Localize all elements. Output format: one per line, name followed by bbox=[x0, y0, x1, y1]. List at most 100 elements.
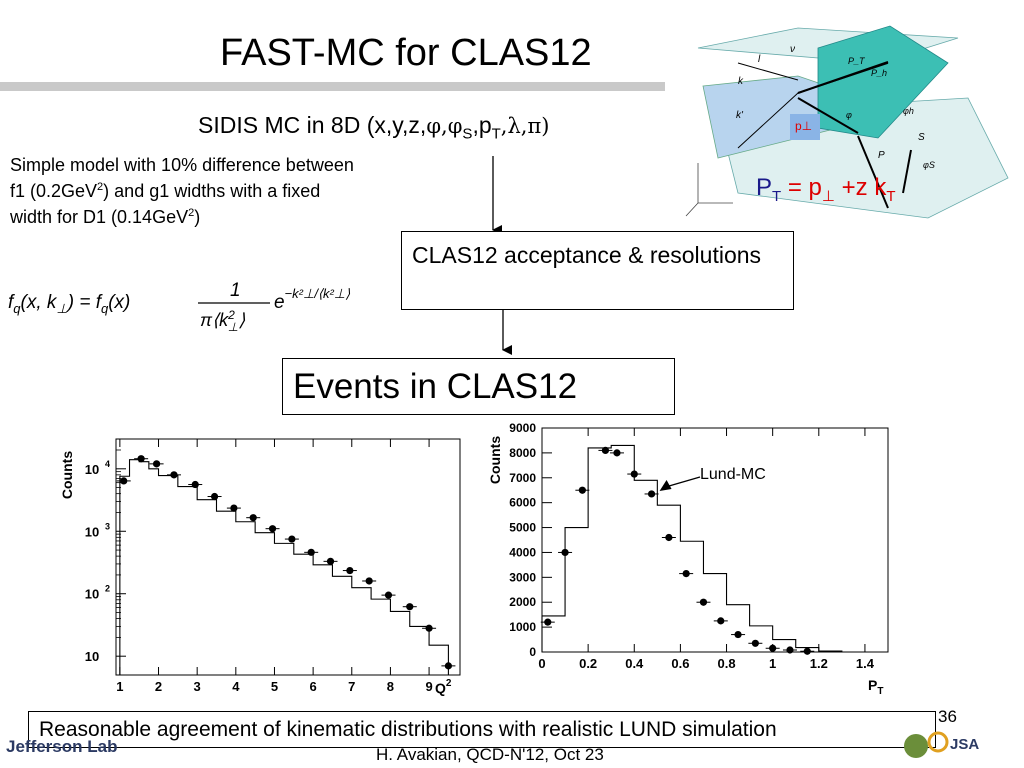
lepton-line bbox=[737, 62, 799, 81]
data-point bbox=[346, 566, 354, 575]
y-tick-label: 10 bbox=[85, 462, 99, 477]
pt-xlabel-text: P bbox=[868, 677, 877, 693]
proton-arrow bbox=[797, 97, 859, 134]
data-point bbox=[803, 647, 811, 655]
y-tick-label: 5000 bbox=[509, 521, 536, 535]
pt-t: T bbox=[772, 187, 782, 205]
pt-equation: PT = p⊥ +z kT bbox=[756, 174, 896, 205]
plot-frame bbox=[541, 427, 889, 653]
subtitle-sub-t: T bbox=[491, 125, 501, 143]
data-point bbox=[210, 492, 219, 501]
data-point bbox=[544, 618, 552, 626]
data-point bbox=[444, 662, 453, 670]
diagram-label-phih: φh bbox=[903, 106, 914, 116]
model-sup-2: 2 bbox=[188, 207, 195, 219]
y-tick-exp: 4 bbox=[105, 459, 110, 469]
data-point bbox=[307, 548, 315, 556]
x-tick-label: 1.4 bbox=[856, 656, 875, 671]
p-arrow bbox=[857, 135, 889, 209]
data-point bbox=[665, 533, 673, 542]
svg-text:1: 1 bbox=[230, 280, 241, 301]
data-point bbox=[717, 617, 725, 625]
svg-text:π⟨k2⊥⟩: π⟨k2 ⊥⟩ bbox=[200, 308, 245, 334]
model-text-3: ) bbox=[194, 207, 201, 227]
pt-p: P bbox=[756, 174, 773, 201]
data-point bbox=[751, 639, 759, 647]
events-box: Events in CLAS12 bbox=[282, 358, 675, 415]
pt-xlabel: PT bbox=[868, 677, 883, 695]
y-tick-label: 3000 bbox=[509, 570, 536, 584]
y-tick-label: 2000 bbox=[509, 595, 536, 609]
diagram-label-ph: P_h bbox=[871, 68, 887, 78]
diagram-label-p: P bbox=[878, 150, 885, 161]
data-point bbox=[191, 480, 199, 489]
y-tick-label: 4000 bbox=[509, 545, 536, 559]
data-point bbox=[561, 548, 569, 557]
data-point bbox=[249, 514, 257, 522]
jsa-logo-text: JSA bbox=[950, 736, 979, 753]
diagram-label-l: l bbox=[758, 54, 761, 65]
data-point bbox=[384, 591, 393, 599]
pt-xlabel-sub: T bbox=[877, 686, 883, 695]
diagram-label-pt: P_T bbox=[848, 56, 866, 66]
histogram-line bbox=[119, 459, 460, 676]
lund-mc-annotation: Lund-MC bbox=[700, 466, 766, 483]
jsa-logo-ring bbox=[927, 731, 949, 753]
diagram-label-kprime: k' bbox=[736, 110, 744, 121]
q2-ylabel: Counts bbox=[59, 451, 75, 499]
data-point bbox=[326, 557, 335, 565]
subtitle-suffix: ,λ,π) bbox=[500, 114, 550, 138]
y-tick-label: 9000 bbox=[509, 421, 536, 435]
formula-graphic: fq(x, k⊥) = fq(x) 1 π⟨k2 ⊥⟩ e−k²⊥/⟨k²⊥⟩ bbox=[8, 280, 350, 334]
subtitle-p: ,p bbox=[472, 112, 492, 138]
y-tick-label: 8000 bbox=[509, 446, 536, 460]
pt-perp: ⊥ bbox=[821, 187, 835, 205]
x-tick-label: 7 bbox=[348, 679, 355, 694]
q2-xlabel-sup: 2 bbox=[446, 678, 452, 689]
data-point bbox=[647, 490, 656, 498]
subtitle-prefix: SIDIS MC in 8D (x,y,z, bbox=[198, 112, 427, 138]
x-tick-label: 9 bbox=[425, 679, 432, 694]
conclusion-box: Reasonable agreement of kinematic distri… bbox=[28, 711, 936, 748]
gaussian-formula: fq(x, k⊥) = fq(x) 1 π⟨k2 ⊥⟩ e−k²⊥/⟨k²⊥⟩ bbox=[8, 276, 378, 341]
pt-plus: +z k bbox=[834, 174, 887, 201]
x-tick-label: 0.2 bbox=[579, 656, 597, 671]
diagram-label-phis: φS bbox=[923, 160, 935, 170]
x-tick-label: 0.6 bbox=[671, 656, 689, 671]
diagram-label-nu: ν bbox=[790, 44, 795, 55]
ph-arrow bbox=[797, 61, 889, 94]
data-point bbox=[734, 630, 742, 639]
annotation-arrow-line bbox=[665, 476, 701, 488]
data-point bbox=[120, 477, 128, 485]
page-number: 36 bbox=[938, 707, 957, 726]
y-tick-label: 10 bbox=[85, 649, 99, 664]
svg-text:fq(x, k⊥) = fq(x): fq(x, k⊥) = fq(x) bbox=[8, 292, 130, 316]
data-point bbox=[601, 446, 610, 454]
s-arrow bbox=[902, 149, 912, 194]
x-tick-label: 2 bbox=[155, 679, 162, 694]
x-tick-label: 0.4 bbox=[625, 656, 644, 671]
model-description: Simple model with 10% difference between… bbox=[10, 154, 360, 228]
x-tick-label: 4 bbox=[232, 679, 240, 694]
acceptance-box: CLAS12 acceptance & resolutions bbox=[401, 231, 794, 310]
data-point bbox=[699, 598, 708, 606]
pt-t2: T bbox=[886, 187, 896, 205]
perp-box bbox=[790, 114, 820, 140]
data-point bbox=[578, 486, 586, 494]
model-text-1: Simple model with 10% difference between… bbox=[10, 155, 354, 201]
annotation-arrow-head bbox=[659, 479, 672, 491]
y-tick-label: 0 bbox=[529, 645, 536, 659]
pt-eq-text: = p bbox=[781, 174, 822, 201]
y-tick-label: 1000 bbox=[509, 620, 536, 634]
x-tick-label: 6 bbox=[310, 679, 317, 694]
data-point bbox=[288, 535, 296, 543]
slide-title: FAST-MC for CLAS12 bbox=[220, 32, 592, 74]
x-tick-label: 1 bbox=[769, 656, 776, 671]
subtitle-sub-s: S bbox=[462, 125, 473, 143]
data-point bbox=[630, 470, 638, 478]
x-tick-label: 0 bbox=[538, 656, 545, 671]
diagram-label-pperp: p⊥ bbox=[795, 119, 812, 133]
data-point bbox=[406, 603, 414, 611]
